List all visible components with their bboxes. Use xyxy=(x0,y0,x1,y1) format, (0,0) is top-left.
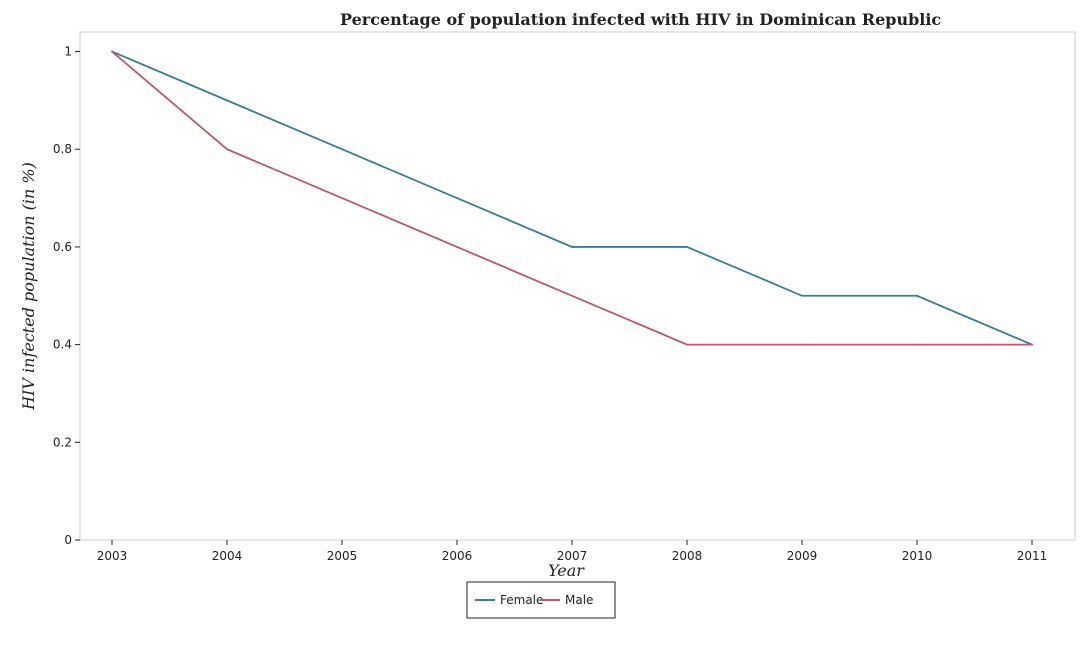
data-point-female xyxy=(686,246,688,248)
y-axis: 0 0.2 0.4 0.6 0.8 1 xyxy=(53,45,80,547)
legend: Female Male xyxy=(466,581,616,619)
y-tick-label: 0 xyxy=(64,533,72,547)
data-point-female xyxy=(456,197,458,199)
data-point-male xyxy=(1031,343,1033,346)
data-point-female xyxy=(916,294,918,297)
chart-title: Percentage of population infected with H… xyxy=(340,10,941,29)
x-tick-label: 2005 xyxy=(327,549,358,563)
x-tick-label: 2008 xyxy=(672,549,703,563)
data-point-male xyxy=(916,343,918,346)
data-point-male xyxy=(111,50,113,53)
data-point-male xyxy=(571,294,573,297)
data-point-female xyxy=(226,99,228,102)
x-tick-label: 2011 xyxy=(1017,549,1048,563)
data-point-female xyxy=(571,246,573,248)
x-axis: 2003 2004 2005 2006 2007 2008 2009 2010 2011 xyxy=(97,540,1048,563)
data-point-male xyxy=(801,343,803,346)
data-point-male xyxy=(456,246,458,248)
x-axis-title: Year xyxy=(548,561,585,580)
x-tick-label: 2003 xyxy=(97,549,128,563)
y-tick-label: 0.8 xyxy=(53,142,72,156)
series-lines xyxy=(111,50,1033,346)
y-tick-label: 1 xyxy=(64,45,72,59)
x-tick-label: 2004 xyxy=(212,549,243,563)
y-axis-title: HIV infected population (in %) xyxy=(19,162,38,411)
x-tick-label: 2009 xyxy=(787,549,818,563)
y-tick-label: 0.4 xyxy=(53,338,72,352)
legend-label-male: Male xyxy=(565,593,593,607)
y-tick-label: 0.6 xyxy=(53,240,72,254)
y-tick-label: 0.2 xyxy=(53,435,72,449)
data-point-female xyxy=(801,294,803,297)
x-tick-label: 2007 xyxy=(557,549,588,563)
data-point-female xyxy=(341,148,343,151)
x-tick-label: 2010 xyxy=(902,549,933,563)
legend-label-female: Female xyxy=(500,593,543,607)
data-point-male xyxy=(226,148,228,151)
plot-area xyxy=(79,31,1076,541)
x-tick-label: 2006 xyxy=(442,549,473,563)
data-point-male xyxy=(341,197,343,199)
data-point-male xyxy=(686,343,688,346)
